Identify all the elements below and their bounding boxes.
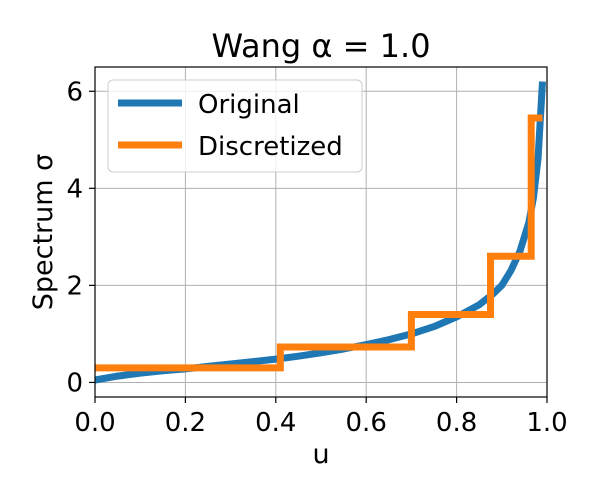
y-tick-label: 0 <box>66 368 83 398</box>
y-axis-label: Spectrum σ <box>28 154 59 311</box>
x-tick-label: 0.2 <box>165 408 206 438</box>
x-axis-label: u <box>312 439 329 470</box>
series-line-discretized <box>95 114 543 372</box>
x-tick-label: 1.0 <box>526 408 567 438</box>
chart-title: Wang α = 1.0 <box>211 27 430 65</box>
legend-label-original: Original <box>198 90 300 120</box>
x-tick-label: 0.4 <box>255 408 296 438</box>
x-tick-label: 0.0 <box>74 408 115 438</box>
legend: Original Discretized <box>107 79 363 173</box>
x-tick-label: 0.6 <box>346 408 387 438</box>
x-tick-label: 0.8 <box>436 408 477 438</box>
legend-label-discretized: Discretized <box>198 132 343 162</box>
plot-series <box>94 81 546 384</box>
plot-frame <box>94 66 548 398</box>
y-tick-label: 6 <box>66 77 83 107</box>
y-tick-label: 4 <box>66 174 83 204</box>
axis-ticks: 0.0 0.2 0.4 0.6 0.8 1.0 0 2 4 6 <box>66 77 567 438</box>
y-tick-label: 2 <box>66 271 83 301</box>
